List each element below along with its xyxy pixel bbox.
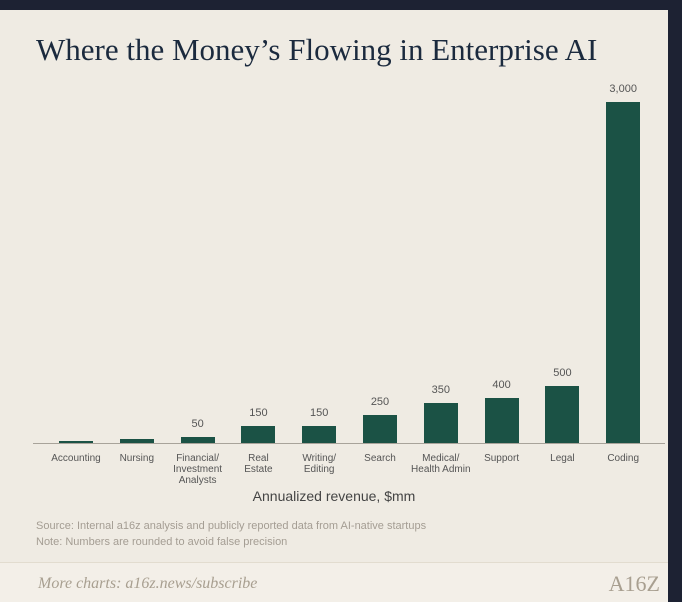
footer-link[interactable]: More charts: a16z.news/subscribe — [38, 575, 258, 592]
data-label: 350 — [431, 384, 450, 397]
x-axis-label: Annualized revenue, $mm — [252, 488, 416, 504]
data-label: 150 — [249, 406, 268, 419]
bar — [241, 425, 276, 443]
data-label: 3,000 — [609, 83, 637, 95]
data-label: 150 — [310, 406, 329, 419]
bar — [119, 439, 154, 443]
data-label: 500 — [553, 367, 572, 380]
data-label: 250 — [370, 395, 390, 408]
baseline — [33, 443, 665, 444]
logo: A16Z — [608, 571, 660, 596]
bar — [363, 414, 397, 443]
x-tick-label: Support — [484, 453, 520, 464]
bar — [423, 403, 458, 443]
data-label: 50 — [191, 418, 204, 431]
x-tick-label: Writing/ Editing — [302, 453, 337, 475]
x-tick-label: Medical/ Health Admin — [411, 453, 471, 475]
x-tick-label: Search — [364, 453, 396, 464]
note: Note: Numbers are rounded to avoid false… — [36, 536, 288, 548]
bar — [59, 441, 93, 443]
x-tick-label: Real Estate — [244, 453, 273, 475]
footer: More charts: a16z.news/subscribe A16Z — [0, 562, 668, 602]
bar — [484, 397, 519, 443]
x-tick-label: Accounting — [51, 453, 101, 464]
bar — [302, 425, 337, 443]
bar — [606, 102, 641, 443]
x-tick-label: Coding — [607, 453, 640, 464]
x-tick-label: Financial/ Investment Analysts — [173, 453, 223, 486]
x-tick-label: Legal — [550, 453, 575, 464]
bar — [180, 437, 215, 443]
x-tick-label: Nursing — [119, 453, 155, 464]
source: Source: Internal a16z analysis and publi… — [36, 520, 427, 532]
bar — [545, 386, 580, 443]
data-label: 400 — [492, 378, 511, 391]
chart-title: Where the Money’s Flowing in Enterprise … — [36, 32, 598, 67]
card: Where the Money’s Flowing in Enterprise … — [0, 10, 668, 562]
